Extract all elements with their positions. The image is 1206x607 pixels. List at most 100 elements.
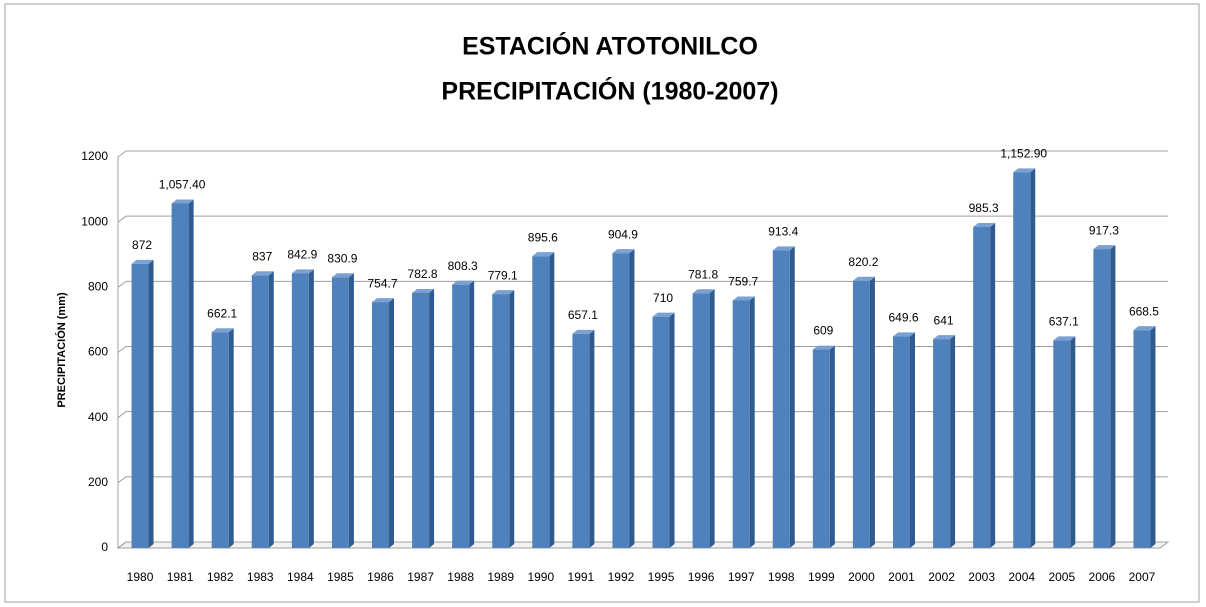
value-label: 830.9 — [327, 251, 357, 265]
bar — [933, 339, 951, 548]
bar — [612, 253, 630, 548]
x-tick-label: 1981 — [167, 570, 194, 584]
bar — [492, 294, 510, 548]
bar — [1133, 330, 1151, 548]
bar — [652, 316, 670, 548]
x-tick-label: 2006 — [1089, 570, 1116, 584]
bar-top — [331, 273, 354, 278]
value-label: 1,152.90 — [1000, 147, 1047, 161]
value-label: 904.9 — [608, 227, 638, 241]
x-tick-label: 2005 — [1048, 570, 1075, 584]
bar-side — [910, 332, 915, 548]
bar-side — [749, 296, 755, 548]
bar — [692, 293, 710, 548]
bar-top — [372, 298, 394, 303]
bar-side — [228, 328, 234, 548]
chart-title: ESTACIÓN ATOTONILCO — [462, 31, 758, 61]
value-label: 657.1 — [568, 308, 598, 322]
bar — [452, 284, 470, 548]
bar-top — [692, 289, 715, 294]
x-tick-label: 1980 — [127, 570, 154, 584]
bar — [131, 263, 149, 548]
bar-side — [429, 288, 435, 548]
bar-top — [291, 269, 314, 274]
bar-side — [1030, 168, 1036, 549]
x-tick-label: 1991 — [568, 570, 595, 584]
bar-top — [1093, 245, 1116, 250]
bar — [852, 280, 870, 548]
bar-top — [572, 329, 595, 334]
bar-side — [509, 290, 515, 548]
bar-top — [973, 222, 996, 227]
value-label: 782.8 — [408, 267, 438, 281]
x-tick-label: 1987 — [407, 570, 434, 584]
value-label: 913.4 — [768, 225, 798, 239]
bar-side — [308, 269, 314, 548]
bar-side — [829, 345, 835, 548]
bar — [772, 250, 790, 548]
bar-side — [469, 280, 475, 548]
x-tick-label: 1985 — [327, 570, 354, 584]
bar — [1053, 340, 1071, 548]
value-label: 637.1 — [1049, 315, 1079, 329]
y-tick-label: 1000 — [81, 214, 108, 228]
grid-line — [117, 280, 1168, 288]
bar-top — [1013, 168, 1036, 173]
bar — [532, 256, 550, 548]
x-tick-label: 1998 — [768, 570, 795, 584]
value-label: 759.7 — [728, 275, 758, 289]
bar-top — [933, 335, 956, 340]
bar-top — [412, 288, 435, 293]
value-label: 842.9 — [287, 248, 317, 262]
x-tick-label: 1995 — [648, 570, 675, 584]
value-label: 917.3 — [1089, 223, 1119, 237]
bar-side — [1110, 245, 1116, 548]
x-tick-label: 1986 — [367, 570, 394, 584]
bar-top — [732, 296, 755, 301]
bar — [732, 300, 750, 548]
bar-top — [211, 328, 234, 333]
bar-top — [612, 249, 635, 254]
x-tick-label: 1982 — [207, 570, 234, 584]
x-tick-label: 2002 — [928, 570, 955, 584]
grid-line — [117, 215, 1168, 223]
grid-line — [117, 150, 1168, 158]
x-tick-label: 2001 — [888, 570, 915, 584]
value-label: 872 — [132, 238, 152, 252]
bar-side — [549, 252, 555, 549]
bar-top — [772, 246, 795, 251]
bar — [1093, 249, 1111, 548]
x-tick-label: 1999 — [808, 570, 835, 584]
bar — [412, 292, 430, 548]
value-label: 754.7 — [367, 276, 397, 290]
bar — [211, 332, 229, 548]
bar-side — [148, 259, 154, 548]
value-label: 837 — [252, 249, 272, 263]
value-label: 641 — [934, 313, 954, 327]
bar-top — [251, 271, 274, 276]
bar-top — [893, 332, 915, 337]
bar-top — [812, 345, 835, 350]
y-tick-label: 200 — [88, 475, 108, 489]
y-tick-label: 1200 — [81, 149, 108, 163]
bar-side — [950, 335, 956, 548]
x-tick-label: 1992 — [608, 570, 635, 584]
value-label: 710 — [653, 291, 673, 305]
value-label: 895.6 — [528, 230, 558, 244]
bar — [291, 273, 309, 548]
bar-top — [492, 290, 515, 295]
bar — [1013, 172, 1031, 549]
bar — [973, 226, 991, 548]
bar-side — [990, 222, 996, 548]
bar-top — [652, 312, 675, 317]
bar-side — [188, 199, 194, 548]
bar-top — [532, 252, 555, 257]
bar-top — [852, 276, 875, 281]
value-label: 668.5 — [1129, 304, 1159, 318]
value-label: 609 — [813, 324, 833, 338]
bar — [812, 349, 830, 548]
bar — [893, 336, 910, 548]
x-tick-label: 1990 — [527, 570, 554, 584]
value-label: 649.6 — [888, 311, 918, 325]
